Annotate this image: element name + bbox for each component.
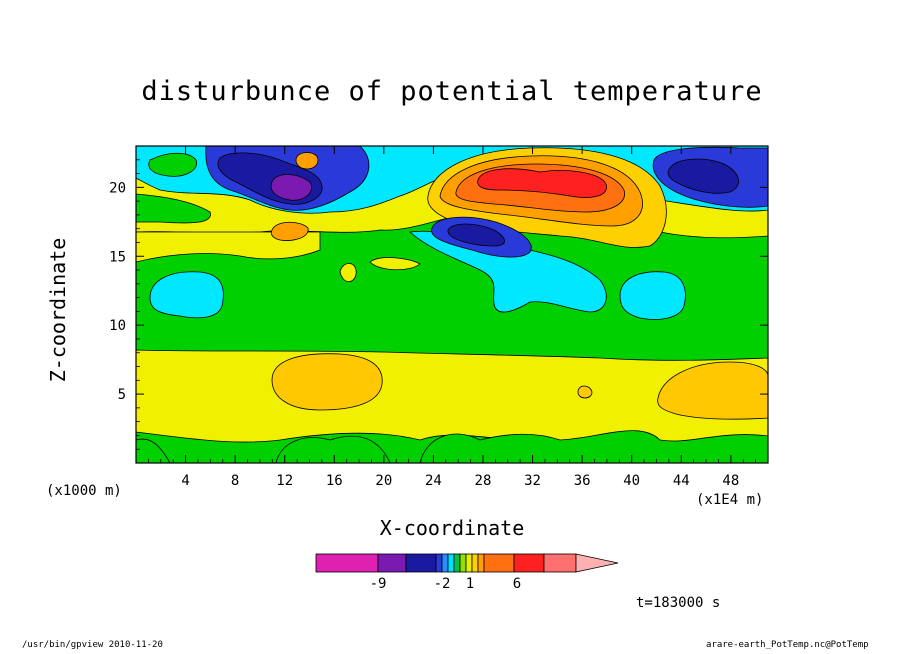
field-yellow-blob: [136, 231, 321, 263]
x-units-note: (x1E4 m): [696, 492, 764, 508]
colorbar-swatch: [435, 553, 443, 573]
footer-file: arare-earth_PotTemp.nc@PotTemp: [706, 640, 869, 650]
colorbar-swatch: [377, 553, 407, 573]
colorbar-tick-label: -9: [370, 576, 387, 592]
plot-area: [136, 146, 768, 463]
colorbar-swatch: [447, 553, 455, 573]
x-tick-label: 20: [375, 473, 392, 489]
colorbar-swatch: [459, 553, 467, 573]
field-cyan-right: [619, 271, 686, 320]
colorbar-tick-label: -2: [434, 576, 451, 592]
colorbar-swatch: [483, 553, 515, 573]
colorbar-tick-label: 1: [466, 576, 474, 592]
y-units-note: (x1000 m): [46, 483, 122, 499]
field-low-core-left: [271, 353, 383, 411]
colorbar-swatch: [543, 553, 577, 573]
colorbar: -9 -2 1 6: [315, 553, 619, 592]
colorbar-swatch: [405, 553, 437, 573]
chart-title: disturbunce of potential temperature: [141, 76, 763, 107]
field-bottom-green: [136, 430, 768, 463]
x-ticks: 4 8 12 16 20 24 28 32 36 40 44 48: [147, 146, 757, 489]
x-axis-label: X-coordinate: [379, 516, 525, 540]
field-upper-green: [136, 152, 211, 224]
x-tick-label: 40: [623, 473, 640, 489]
y-tick-label: 15: [109, 249, 126, 265]
x-tick-label: 8: [231, 473, 239, 489]
field-cyan-left: [149, 271, 224, 319]
x-tick-label: 28: [475, 473, 492, 489]
y-tick-label: 20: [109, 180, 126, 196]
field-warm-upper-core: [477, 168, 607, 198]
colorbar-swatch: [477, 553, 485, 573]
y-tick-label: 10: [109, 318, 126, 334]
y-tick-label: 5: [118, 387, 126, 403]
colorbar-swatch: [315, 553, 379, 573]
field-cold-right-core: [667, 158, 739, 194]
x-tick-label: 32: [524, 473, 541, 489]
x-tick-label: 12: [276, 473, 293, 489]
colorbar-swatch: [441, 553, 449, 573]
x-tick-label: 24: [425, 473, 442, 489]
colorbar-tick-label: 6: [513, 576, 521, 592]
field-yellow-dot: [339, 257, 421, 282]
field-low-dot: [577, 385, 593, 399]
colorbar-swatch: [513, 553, 545, 573]
colorbar-swatch: [471, 553, 479, 573]
colorbar-swatch: [465, 553, 473, 573]
colorbar-swatch: [453, 553, 461, 573]
field-cold-left-min: [270, 174, 312, 201]
x-tick-label: 44: [673, 473, 690, 489]
x-tick-label: 48: [722, 473, 739, 489]
plot-frame: [135, 145, 769, 464]
footer-program: /usr/bin/gpview 2010-11-20: [22, 640, 163, 650]
field-cold-mid-core: [447, 223, 505, 247]
field-low-core-right: [657, 361, 768, 420]
x-tick-label: 16: [326, 473, 343, 489]
y-ticks: 5 10 15 20: [109, 159, 768, 450]
colorbar-extend-arrow: [575, 553, 619, 573]
x-tick-label: 4: [181, 473, 189, 489]
field-warm-pulse: [270, 152, 319, 241]
x-tick-label: 36: [574, 473, 591, 489]
time-label: t=183000 s: [636, 595, 721, 611]
